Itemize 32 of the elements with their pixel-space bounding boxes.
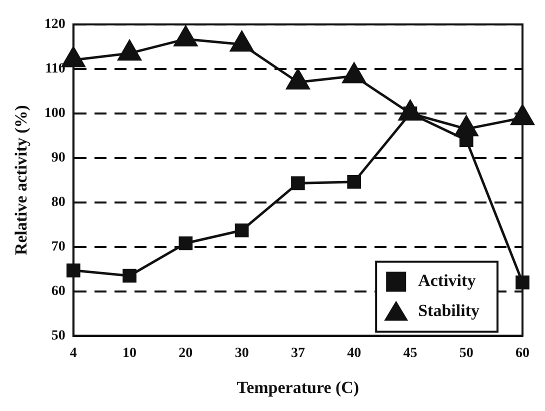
- y-tick-label: 90: [51, 150, 66, 166]
- point: [347, 174, 361, 189]
- y-tick-label: 100: [44, 106, 66, 121]
- point: [342, 62, 366, 84]
- y-tick-label: 60: [51, 284, 66, 299]
- point: [234, 223, 249, 238]
- y-axis-title: Relative activity (%): [12, 105, 31, 256]
- point: [286, 68, 310, 90]
- x-tick-label: 45: [403, 346, 418, 361]
- x-tick-label: 20: [178, 346, 193, 361]
- x-tick-label: 4: [70, 346, 77, 361]
- y-tick-label: 80: [51, 194, 66, 210]
- x-tick-label: 50: [459, 346, 474, 361]
- point: [122, 268, 136, 283]
- x-tick-label: 60: [516, 346, 530, 361]
- point: [230, 31, 254, 52]
- x-tick-label: 30: [234, 346, 249, 361]
- point: [118, 40, 142, 61]
- y-tick-label: 50: [51, 328, 66, 344]
- point: [174, 26, 198, 46]
- x-tick-label: 40: [347, 346, 362, 361]
- point: [178, 236, 193, 250]
- point: [291, 176, 305, 190]
- x-tick-label: 10: [122, 346, 137, 361]
- y-tick-label: 120: [44, 17, 66, 32]
- point: [516, 276, 530, 290]
- legend-label: Stability: [418, 301, 480, 320]
- legend-label: Activity: [418, 271, 476, 290]
- point: [66, 264, 80, 278]
- x-axis-title: Temperature (C): [236, 378, 360, 398]
- y-tick-label: 70: [51, 239, 66, 254]
- x-tick-label: 37: [290, 346, 305, 361]
